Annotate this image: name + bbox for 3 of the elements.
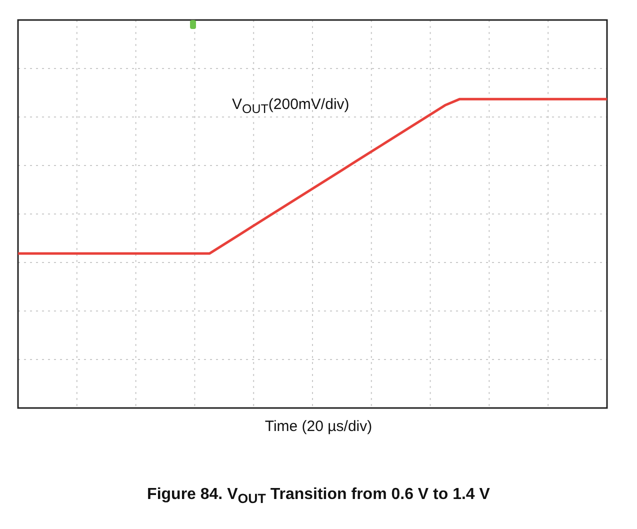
text: Figure 84. V$_{OUT}$ Transition from 0.6 V to 1.4 V [146, 486, 491, 506]
annotation: V$_{OUT}$(200mV/div) [232, 96, 350, 116]
x-axis-title: Time (20 µs/div) [264, 418, 374, 435]
